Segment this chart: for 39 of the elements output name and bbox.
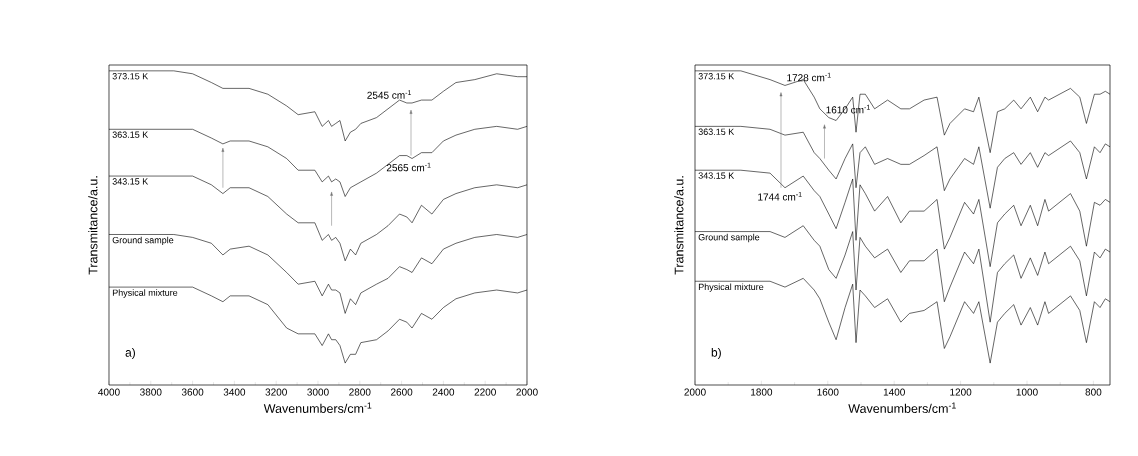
annotation: 1744 cm$^{-1}$ <box>758 191 802 201</box>
series-label: 363.15 K <box>112 131 149 138</box>
series-label: Ground sample <box>112 236 174 246</box>
x-tick-label: 1000 <box>1016 388 1038 396</box>
series-label: Ground sample <box>698 233 760 243</box>
y-axis-title: Transmitance/a.u. <box>88 176 98 275</box>
series-label: Physical mixture <box>698 283 764 292</box>
series-label: 343.15 K <box>698 172 735 179</box>
x-tick-label: 2800 <box>349 388 371 396</box>
x-tick-label: 3400 <box>223 388 246 396</box>
x-tick-label: 1400 <box>883 388 905 396</box>
annotation: b) <box>711 347 721 360</box>
x-tick-label: 1600 <box>817 388 839 396</box>
x-tick-label: 3200 <box>265 388 287 396</box>
x-tick-label: 1800 <box>751 388 773 396</box>
annotation: 2565 cm$^{-1}$ <box>386 162 431 172</box>
series-label: 363.15 K <box>698 128 735 135</box>
x-tick-label: 2000 <box>516 388 538 396</box>
annotation: 1610 cm$^{-1}$ <box>826 104 870 114</box>
annotation: a) <box>125 347 135 360</box>
x-tick-label: 2200 <box>474 388 496 396</box>
x-tick-label: 800 <box>1085 388 1102 396</box>
y-axis-title: Transmitance/a.u. <box>674 176 684 275</box>
x-axis-title: Wavenumbers/cm$^{-1}$ <box>848 402 956 413</box>
annotation: 1728 cm$^{-1}$ <box>787 72 831 82</box>
series-label: Physical mixture <box>112 289 178 298</box>
x-tick-label: 1200 <box>950 388 972 396</box>
x-tick-label: 3000 <box>307 388 329 396</box>
x-tick-label: 2000 <box>684 388 706 396</box>
x-tick-label: 4000 <box>98 388 120 396</box>
series-label: 373.15 K <box>698 73 735 80</box>
series-label: 373.15 K <box>112 73 149 80</box>
x-tick-label: 2400 <box>432 388 455 396</box>
annotation: 2545 cm$^{-1}$ <box>367 90 412 99</box>
x-tick-label: 2600 <box>390 388 413 396</box>
x-tick-label: 3600 <box>181 388 204 396</box>
x-axis-title: Wavenumbers/cm$^{-1}$ <box>263 402 372 413</box>
x-tick-label: 3800 <box>140 388 162 396</box>
series-label: 343.15 K <box>112 178 149 185</box>
